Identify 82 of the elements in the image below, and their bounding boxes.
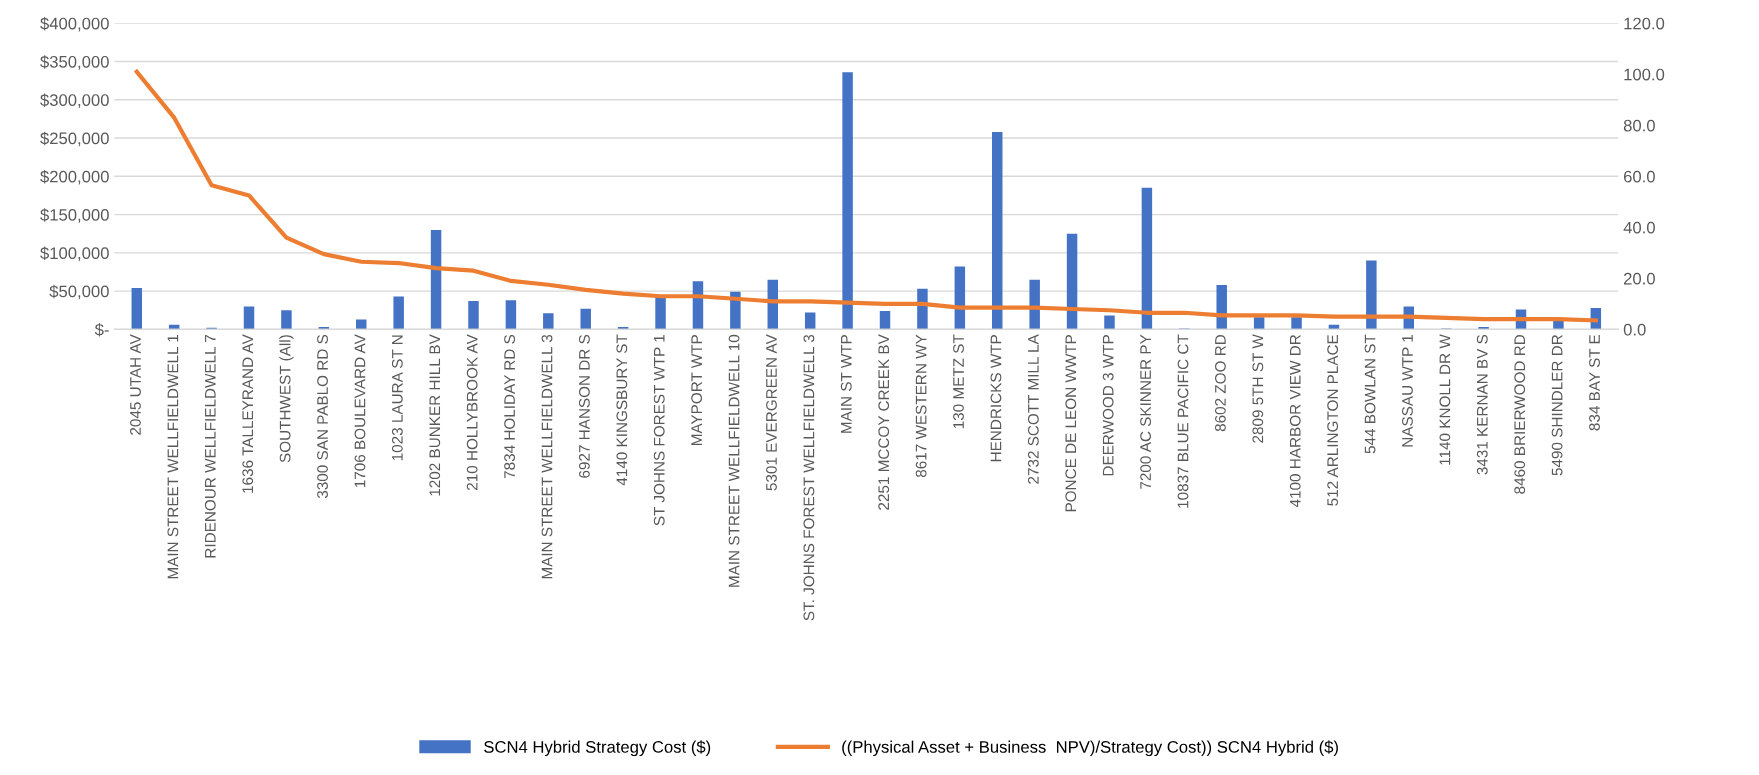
x-tick-label: 8617 WESTERN WY bbox=[915, 334, 927, 478]
x-tick-label: 1202 BUNKER HILL BV bbox=[429, 334, 441, 496]
bar bbox=[281, 310, 292, 330]
bar bbox=[842, 72, 853, 330]
y2-tick-label: 0.0 bbox=[1623, 323, 1646, 336]
y2-tick-label: 120.0 bbox=[1624, 17, 1665, 30]
y-tick-label: $350,000 bbox=[40, 55, 109, 70]
bar bbox=[1366, 260, 1377, 330]
bar bbox=[1253, 317, 1265, 330]
bar bbox=[1291, 317, 1302, 330]
bar bbox=[580, 308, 591, 330]
bar bbox=[1029, 279, 1040, 330]
x-tick-label: 8460 BRIERWOOD RD bbox=[1514, 334, 1526, 494]
x-tick-label: 5301 EVERGREEN AV bbox=[766, 334, 777, 491]
legend-label: SCN4 Hybrid Strategy Cost ($) bbox=[484, 740, 711, 757]
y-tick-label: $- bbox=[94, 323, 109, 337]
x-tick-label: HENDRICKS WTP bbox=[990, 335, 1002, 462]
x-tick-label: 7834 HOLIDAY RD S bbox=[504, 334, 515, 479]
x-tick-label: 210 HOLLYBROOK AV bbox=[466, 334, 478, 491]
y2-tick-label: 20.0 bbox=[1623, 272, 1655, 285]
x-tick-label: ST. JOHNS FOREST WELLFIELDWELL 3 bbox=[803, 334, 815, 621]
x-tick-label: MAYPORT WTP bbox=[691, 335, 703, 446]
x-tick-label: 544 BOWLAN ST bbox=[1364, 334, 1376, 454]
x-tick-label: 1706 BOULEVARD AV bbox=[354, 334, 366, 488]
legend-label: ((Physical Asset + Business NPV)/Strategy Cost)) SCN4 Hybrid ($) bbox=[842, 740, 1338, 757]
x-tick-label: 1023 LAURA ST N bbox=[391, 335, 403, 461]
x-tick-label: 5490 SHINDLER DR bbox=[1551, 334, 1563, 476]
x-tick-label: ST JOHNS FOREST WTP 1 bbox=[653, 334, 665, 526]
x-tick-label: 2809 5TH ST W bbox=[1252, 334, 1264, 443]
bar bbox=[393, 296, 404, 330]
x-tick-label: 2251 MCCOY CREEK BV bbox=[878, 334, 890, 510]
bar bbox=[879, 311, 891, 330]
x-tick-label: 3300 SAN PABLO RD S bbox=[317, 334, 328, 499]
bar bbox=[655, 296, 666, 330]
x-tick-label: 130 METZ ST bbox=[953, 334, 964, 429]
x-tick-label: MAIN STREET WELLFIELDWELL 3 bbox=[541, 334, 553, 579]
x-tick-label: 2732 SCOTT MILL LA bbox=[1027, 334, 1039, 484]
bar bbox=[1478, 327, 1489, 330]
bar bbox=[243, 306, 255, 330]
bar bbox=[356, 319, 367, 330]
bar bbox=[992, 131, 1003, 330]
x-tick-label: 7200 AC SKINNER PY bbox=[1140, 334, 1151, 489]
x-tick-label: 6927 HANSON DR S bbox=[579, 334, 590, 478]
x-tick-label: 4100 HARBOR VIEW DR bbox=[1289, 334, 1301, 508]
bar bbox=[430, 229, 442, 330]
x-tick-label: 1140 KNOLL DR W bbox=[1439, 334, 1451, 465]
y2-tick-label: 60.0 bbox=[1623, 170, 1655, 183]
x-tick-label: PONCE DE LEON WWTP bbox=[1065, 335, 1077, 512]
bar bbox=[1141, 187, 1153, 330]
y-tick-label: $100,000 bbox=[40, 246, 109, 262]
bar bbox=[505, 300, 517, 330]
x-tick-label: MAIN ST WTP bbox=[840, 335, 852, 433]
bar bbox=[543, 313, 554, 330]
x-tick-label: SOUTHWEST (All) bbox=[279, 335, 294, 463]
x-tick-label: DEERWOOD 3 WTP bbox=[1102, 335, 1114, 476]
bar bbox=[804, 312, 816, 330]
x-tick-label: MAIN STREET WELLFIELDWELL 10 bbox=[728, 334, 740, 587]
bar bbox=[131, 288, 143, 330]
x-tick-label: 512 ARLINGTON PLACE bbox=[1327, 334, 1339, 506]
y-tick-label: $50,000 bbox=[49, 284, 109, 300]
x-tick-label: 4140 KINGSBURY ST bbox=[616, 334, 628, 486]
y-tick-label: $150,000 bbox=[40, 208, 109, 223]
x-tick-label: NASSAU WTP 1 bbox=[1402, 334, 1413, 447]
bar bbox=[468, 301, 479, 330]
y2-tick-label: 80.0 bbox=[1623, 119, 1655, 132]
x-tick-label: 3431 KERNAN BV S bbox=[1476, 334, 1488, 475]
bar bbox=[1104, 315, 1115, 330]
x-tick-label: 2045 UTAH AV bbox=[130, 334, 141, 435]
x-tick-label: 834 BAY ST E bbox=[1589, 334, 1600, 431]
x-tick-label: 8602 ZOO RD bbox=[1215, 334, 1226, 432]
x-tick-label: MAIN STREET WELLFIELDWELL 1 bbox=[167, 334, 179, 579]
y-tick-label: $300,000 bbox=[40, 93, 109, 108]
y2-tick-label: 40.0 bbox=[1623, 221, 1655, 234]
x-tick-label: 10837 BLUE PACIFIC CT bbox=[1177, 334, 1189, 508]
y-tick-label: $200,000 bbox=[40, 170, 109, 185]
y2-tick-label: 100.0 bbox=[1624, 68, 1665, 81]
bar bbox=[917, 288, 928, 330]
x-tick-label: RIDENOUR WELLFIELDWELL 7 bbox=[204, 335, 216, 558]
y-tick-label: $400,000 bbox=[40, 16, 109, 32]
bar bbox=[1066, 233, 1078, 330]
y-tick-label: $250,000 bbox=[40, 131, 109, 147]
x-tick-label: 1636 TALLEYRAND AV bbox=[242, 334, 254, 493]
